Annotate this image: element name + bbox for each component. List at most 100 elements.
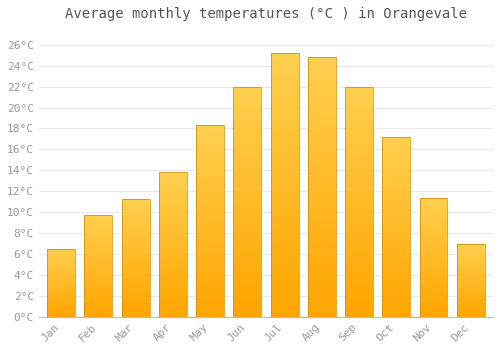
Bar: [234, 303, 262, 308]
Bar: [345, 303, 373, 308]
Bar: [457, 280, 484, 282]
Bar: [270, 117, 298, 122]
Bar: [308, 260, 336, 265]
Bar: [420, 286, 448, 288]
Bar: [308, 125, 336, 130]
Bar: [159, 273, 187, 276]
Bar: [270, 53, 298, 317]
Bar: [457, 286, 484, 287]
Bar: [308, 166, 336, 172]
Bar: [457, 298, 484, 299]
Bar: [122, 314, 150, 317]
Bar: [345, 137, 373, 142]
Bar: [308, 109, 336, 114]
Bar: [308, 301, 336, 306]
Bar: [84, 225, 112, 228]
Bar: [308, 265, 336, 270]
Bar: [84, 264, 112, 266]
Bar: [457, 277, 484, 279]
Bar: [196, 148, 224, 152]
Bar: [47, 249, 75, 317]
Bar: [47, 314, 75, 315]
Bar: [84, 217, 112, 219]
Bar: [196, 210, 224, 214]
Bar: [159, 173, 187, 175]
Bar: [420, 214, 448, 217]
Bar: [84, 268, 112, 270]
Bar: [382, 306, 410, 310]
Bar: [457, 248, 484, 250]
Bar: [420, 233, 448, 236]
Bar: [270, 79, 298, 85]
Bar: [234, 243, 262, 248]
Bar: [382, 202, 410, 205]
Bar: [457, 282, 484, 283]
Bar: [382, 230, 410, 234]
Bar: [382, 238, 410, 241]
Bar: [234, 299, 262, 303]
Bar: [159, 178, 187, 181]
Bar: [196, 163, 224, 167]
Bar: [382, 184, 410, 187]
Bar: [457, 273, 484, 274]
Bar: [270, 164, 298, 169]
Bar: [308, 275, 336, 280]
Bar: [270, 180, 298, 185]
Bar: [420, 236, 448, 238]
Bar: [457, 258, 484, 260]
Bar: [308, 192, 336, 197]
Bar: [159, 279, 187, 282]
Bar: [420, 310, 448, 312]
Bar: [308, 312, 336, 317]
Bar: [84, 254, 112, 256]
Bar: [84, 242, 112, 244]
Bar: [420, 202, 448, 205]
Bar: [345, 252, 373, 257]
Bar: [47, 252, 75, 253]
Bar: [345, 91, 373, 96]
Bar: [159, 222, 187, 224]
Bar: [122, 300, 150, 303]
Bar: [122, 276, 150, 279]
Bar: [47, 302, 75, 303]
Bar: [457, 264, 484, 266]
Bar: [122, 312, 150, 314]
Bar: [457, 244, 484, 245]
Bar: [47, 273, 75, 275]
Bar: [270, 85, 298, 90]
Bar: [47, 262, 75, 264]
Bar: [382, 302, 410, 306]
Bar: [457, 274, 484, 276]
Bar: [234, 294, 262, 299]
Bar: [270, 211, 298, 217]
Bar: [420, 212, 448, 214]
Bar: [457, 311, 484, 313]
Bar: [420, 260, 448, 262]
Bar: [159, 253, 187, 256]
Bar: [345, 100, 373, 105]
Bar: [457, 314, 484, 315]
Bar: [122, 293, 150, 295]
Bar: [47, 315, 75, 317]
Bar: [47, 310, 75, 312]
Bar: [234, 266, 262, 271]
Bar: [234, 179, 262, 183]
Bar: [196, 187, 224, 190]
Bar: [234, 86, 262, 91]
Bar: [308, 187, 336, 192]
Bar: [420, 279, 448, 281]
Bar: [122, 213, 150, 215]
Bar: [196, 229, 224, 232]
Bar: [382, 241, 410, 245]
Bar: [234, 137, 262, 142]
Bar: [270, 111, 298, 117]
Bar: [308, 213, 336, 218]
Bar: [308, 94, 336, 99]
Bar: [420, 222, 448, 224]
Bar: [308, 218, 336, 223]
Bar: [84, 215, 112, 317]
Bar: [159, 271, 187, 273]
Bar: [308, 114, 336, 120]
Bar: [270, 312, 298, 317]
Bar: [308, 151, 336, 156]
